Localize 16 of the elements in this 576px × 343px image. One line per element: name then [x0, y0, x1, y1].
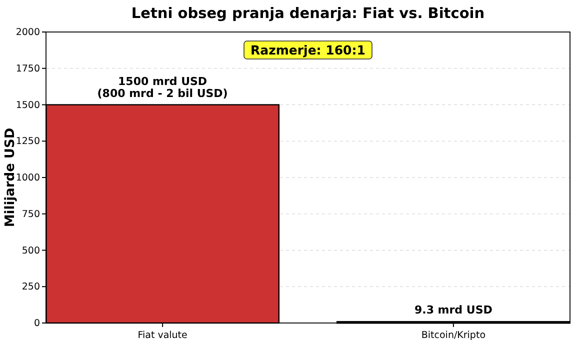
y-tick-label: 1500 — [16, 100, 40, 111]
y-tick-label: 1750 — [16, 63, 40, 74]
x-tick-label: Bitcoin/Kripto — [421, 330, 486, 341]
data-label: 9.3 mrd USD — [414, 304, 492, 317]
y-tick-label: 750 — [22, 208, 40, 220]
y-tick-label: 0 — [34, 318, 40, 330]
y-tick-label: 1250 — [16, 136, 40, 148]
y-axis-title: Milijarde USD — [3, 128, 18, 228]
data-label: 1500 mrd USD (800 mrd - 2 bil USD) — [97, 74, 228, 100]
y-tick-label: 1000 — [16, 172, 40, 184]
y-tick-label: 500 — [22, 245, 40, 256]
y-tick-label: 2000 — [16, 27, 40, 38]
x-tick-label: Fiat valute — [138, 330, 188, 341]
annotation: Razmerje: 160:1 — [250, 42, 366, 58]
y-tick-label: 250 — [22, 282, 40, 293]
chart-title: Letni obseg pranja denarja: Fiat vs. Bitcoin — [131, 6, 485, 22]
